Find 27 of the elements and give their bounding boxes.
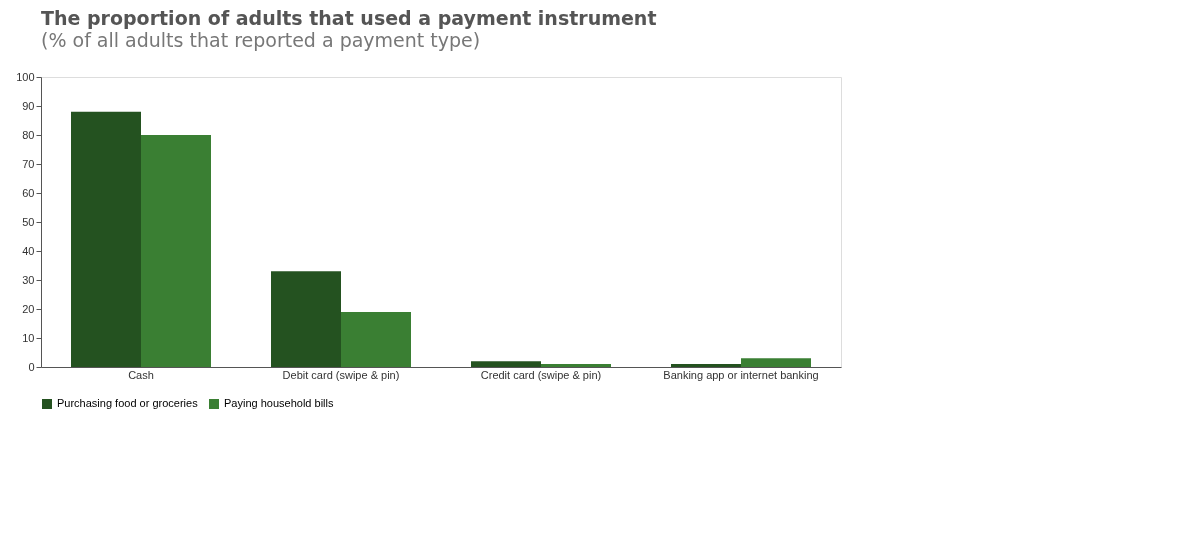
bar xyxy=(671,364,741,367)
legend-label: Purchasing food or groceries xyxy=(57,397,199,409)
y-tick-label: 80 xyxy=(22,128,35,141)
y-tick-label: 20 xyxy=(22,302,35,315)
y-tick-label: 0 xyxy=(28,360,35,373)
bar xyxy=(541,364,611,367)
bar xyxy=(141,135,211,367)
y-tick-label: 60 xyxy=(22,186,35,199)
y-tick-label: 50 xyxy=(22,215,35,228)
bar xyxy=(471,361,541,367)
y-tick-label: 90 xyxy=(22,99,35,112)
y-tick-label: 10 xyxy=(22,331,35,344)
y-tick-label: 70 xyxy=(22,157,35,170)
chart-title: The proportion of adults that used a payment instrument xyxy=(41,7,657,29)
bar xyxy=(271,271,341,367)
x-tick-label: Banking app or internet banking xyxy=(663,368,819,381)
y-tick-label: 40 xyxy=(22,244,35,257)
x-tick-label: Credit card (swipe & pin) xyxy=(480,368,602,381)
bar xyxy=(741,358,811,367)
legend-label: Paying household bills xyxy=(224,397,334,409)
y-tick-label: 100 xyxy=(16,70,35,83)
x-tick-label: Debit card (swipe & pin) xyxy=(282,368,400,381)
bar xyxy=(71,111,141,367)
y-tick-label: 30 xyxy=(22,273,35,286)
bar xyxy=(341,311,411,367)
chart-subtitle: (% of all adults that reported a payment type) xyxy=(41,29,481,51)
x-tick-label: Cash xyxy=(128,368,154,381)
